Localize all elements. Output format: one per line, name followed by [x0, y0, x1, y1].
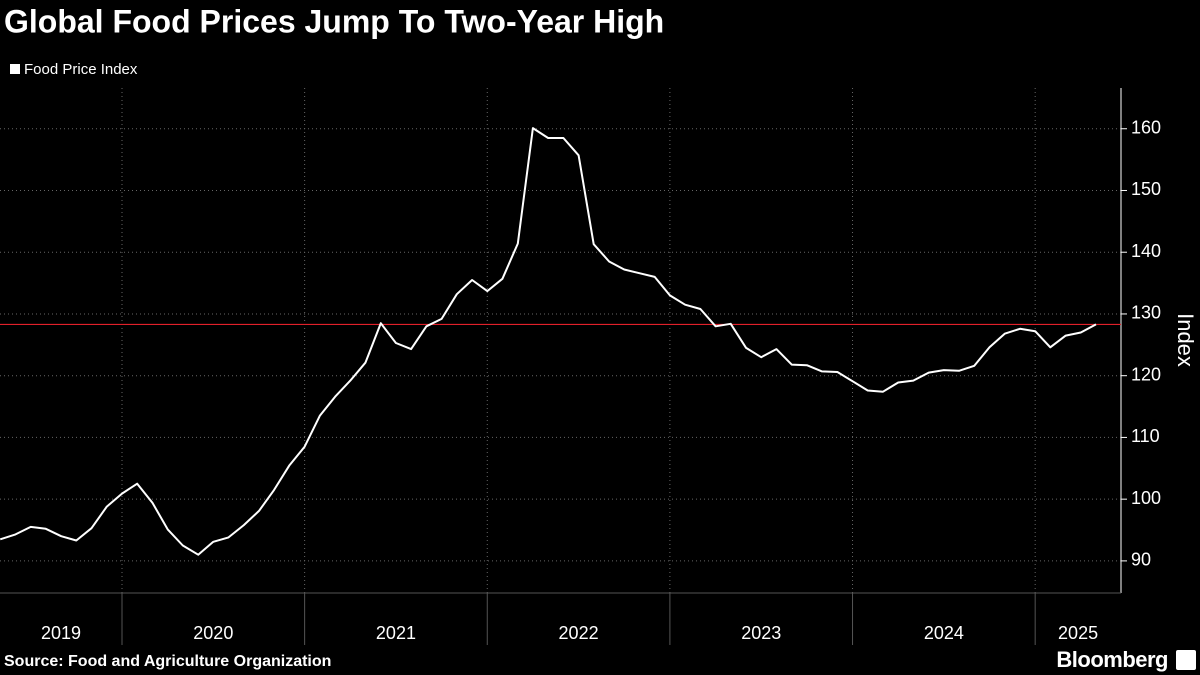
brand: Bloomberg [1056, 647, 1168, 672]
x-tick-label: 2022 [559, 623, 599, 643]
y-tick-label: 120 [1131, 364, 1161, 384]
y-tick-label: 110 [1131, 426, 1160, 446]
chart-title: Global Food Prices Jump To Two-Year High [4, 3, 664, 39]
x-tick-label: 2021 [376, 623, 416, 643]
x-tick-label: 2019 [41, 623, 81, 643]
y-tick-label: 90 [1131, 550, 1151, 570]
y-tick-label: 160 [1131, 117, 1161, 137]
x-tick-label: 2025 [1058, 623, 1098, 643]
x-tick-label: 2020 [193, 623, 233, 643]
legend-swatch [10, 64, 20, 74]
brand-icon [1176, 650, 1196, 670]
legend-label: Food Price Index [24, 61, 138, 78]
x-tick-label: 2024 [924, 623, 964, 643]
y-axis-label: Index [1173, 313, 1198, 367]
x-tick-label: 2023 [741, 623, 781, 643]
data-line [0, 127, 1097, 556]
y-tick-label: 130 [1131, 303, 1161, 323]
y-tick-label: 140 [1131, 241, 1161, 261]
y-tick-label: 100 [1131, 488, 1161, 508]
source: Source: Food and Agriculture Organizatio… [4, 653, 331, 670]
y-tick-label: 150 [1131, 179, 1161, 199]
